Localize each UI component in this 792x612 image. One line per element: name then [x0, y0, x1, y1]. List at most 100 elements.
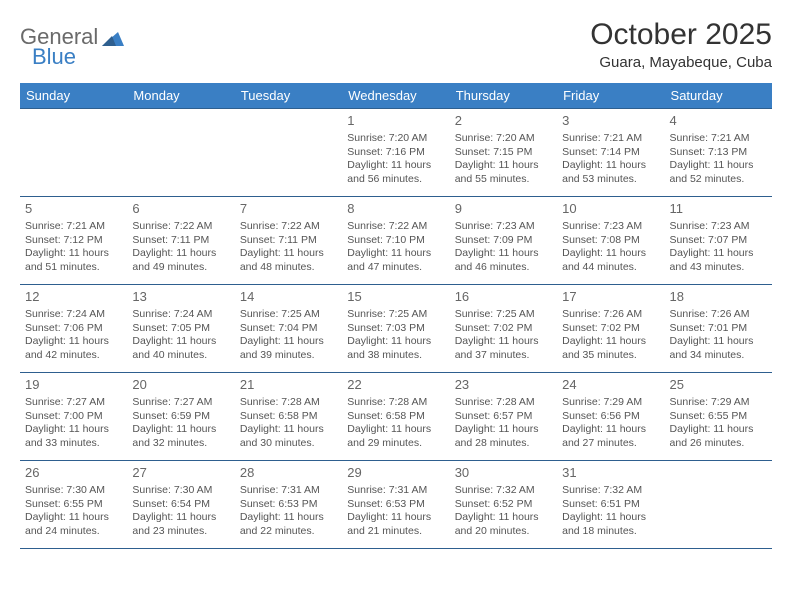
calendar-cell: 30Sunrise: 7:32 AMSunset: 6:52 PMDayligh…	[450, 461, 557, 549]
sunset-line: Sunset: 6:55 PM	[25, 498, 122, 512]
sunrise-line: Sunrise: 7:27 AM	[25, 396, 122, 410]
daylight-line-1: Daylight: 11 hours	[132, 511, 229, 525]
calendar-cell: 10Sunrise: 7:23 AMSunset: 7:08 PMDayligh…	[557, 197, 664, 285]
day-number: 29	[347, 465, 444, 482]
daylight-line-1: Daylight: 11 hours	[25, 511, 122, 525]
calendar-cell: 29Sunrise: 7:31 AMSunset: 6:53 PMDayligh…	[342, 461, 449, 549]
day-header: Monday	[127, 83, 234, 109]
daylight-line-2: and 49 minutes.	[132, 261, 229, 275]
sunset-line: Sunset: 6:52 PM	[455, 498, 552, 512]
title-block: October 2025 Guara, Mayabeque, Cuba	[590, 18, 772, 71]
daylight-line-1: Daylight: 11 hours	[25, 335, 122, 349]
day-number: 2	[455, 113, 552, 130]
daylight-line-1: Daylight: 11 hours	[25, 423, 122, 437]
daylight-line-1: Daylight: 11 hours	[347, 247, 444, 261]
daylight-line-1: Daylight: 11 hours	[347, 335, 444, 349]
day-number: 19	[25, 377, 122, 394]
calendar-cell: 8Sunrise: 7:22 AMSunset: 7:10 PMDaylight…	[342, 197, 449, 285]
sunset-line: Sunset: 7:01 PM	[670, 322, 767, 336]
sunrise-line: Sunrise: 7:28 AM	[347, 396, 444, 410]
day-number: 10	[562, 201, 659, 218]
daylight-line-1: Daylight: 11 hours	[132, 423, 229, 437]
calendar-cell: 18Sunrise: 7:26 AMSunset: 7:01 PMDayligh…	[665, 285, 772, 373]
calendar-cell	[665, 461, 772, 549]
sunrise-line: Sunrise: 7:30 AM	[25, 484, 122, 498]
calendar-cell: 19 Sunrise: 7:27 AMSunset: 7:00 PMDayligh…	[20, 373, 127, 461]
day-number: 13	[132, 289, 229, 306]
calendar-cell: 3Sunrise: 7:21 AMSunset: 7:14 PMDaylight…	[557, 109, 664, 197]
sunrise-line: Sunrise: 7:21 AM	[25, 220, 122, 234]
calendar-cell: 23Sunrise: 7:28 AMSunset: 6:57 PMDayligh…	[450, 373, 557, 461]
sunrise-line: Sunrise: 7:26 AM	[670, 308, 767, 322]
sunrise-line: Sunrise: 7:26 AM	[562, 308, 659, 322]
day-number: 22	[347, 377, 444, 394]
day-number: 6	[132, 201, 229, 218]
daylight-line-2: and 35 minutes.	[562, 349, 659, 363]
daylight-line-2: and 27 minutes.	[562, 437, 659, 451]
day-number: 20	[132, 377, 229, 394]
daylight-line-2: and 28 minutes.	[455, 437, 552, 451]
calendar-cell: 16Sunrise: 7:25 AMSunset: 7:02 PMDayligh…	[450, 285, 557, 373]
calendar-cell: 22Sunrise: 7:28 AMSunset: 6:58 PMDayligh…	[342, 373, 449, 461]
sunset-line: Sunset: 6:58 PM	[240, 410, 337, 424]
calendar-cell: 7Sunrise: 7:22 AMSunset: 7:11 PMDaylight…	[235, 197, 342, 285]
daylight-line-2: and 40 minutes.	[132, 349, 229, 363]
day-number: 26	[25, 465, 122, 482]
sunset-line: Sunset: 7:12 PM	[25, 234, 122, 248]
daylight-line-1: Daylight: 11 hours	[670, 247, 767, 261]
daylight-line-1: Daylight: 11 hours	[347, 423, 444, 437]
day-number: 14	[240, 289, 337, 306]
sunrise-line: Sunrise: 7:20 AM	[347, 132, 444, 146]
calendar-cell: 13Sunrise: 7:24 AMSunset: 7:05 PMDayligh…	[127, 285, 234, 373]
daylight-line-1: Daylight: 11 hours	[240, 247, 337, 261]
daylight-line-2: and 51 minutes.	[25, 261, 122, 275]
sunrise-line: Sunrise: 7:31 AM	[347, 484, 444, 498]
day-number: 31	[562, 465, 659, 482]
calendar-row: 26Sunrise: 7:30 AMSunset: 6:55 PMDayligh…	[20, 461, 772, 549]
day-number: 1	[347, 113, 444, 130]
daylight-line-1: Daylight: 11 hours	[562, 423, 659, 437]
sunrise-line: Sunrise: 7:25 AM	[240, 308, 337, 322]
sunrise-line: Sunrise: 7:21 AM	[670, 132, 767, 146]
sunset-line: Sunset: 7:11 PM	[132, 234, 229, 248]
sunset-line: Sunset: 7:09 PM	[455, 234, 552, 248]
calendar-cell: 25Sunrise: 7:29 AMSunset: 6:55 PMDayligh…	[665, 373, 772, 461]
day-number: 15	[347, 289, 444, 306]
day-number: 8	[347, 201, 444, 218]
header: General October 2025 Guara, Mayabeque, C…	[20, 18, 772, 71]
sunrise-line: Sunrise: 7:28 AM	[455, 396, 552, 410]
daylight-line-2: and 21 minutes.	[347, 525, 444, 539]
sunset-line: Sunset: 6:54 PM	[132, 498, 229, 512]
day-number: 11	[670, 201, 767, 218]
day-number: 17	[562, 289, 659, 306]
daylight-line-1: Daylight: 11 hours	[240, 423, 337, 437]
daylight-line-1: Daylight: 11 hours	[347, 511, 444, 525]
day-number: 21	[240, 377, 337, 394]
day-number: 5	[25, 201, 122, 218]
daylight-line-1: Daylight: 11 hours	[240, 335, 337, 349]
sunrise-line: Sunrise: 7:22 AM	[132, 220, 229, 234]
sunset-line: Sunset: 7:13 PM	[670, 146, 767, 160]
sunset-line: Sunset: 7:06 PM	[25, 322, 122, 336]
daylight-line-1: Daylight: 11 hours	[670, 423, 767, 437]
sunset-line: Sunset: 7:00 PM	[25, 410, 122, 424]
daylight-line-2: and 47 minutes.	[347, 261, 444, 275]
calendar-cell	[127, 109, 234, 197]
logo-text-blue: Blue	[32, 44, 76, 70]
calendar-cell	[235, 109, 342, 197]
day-header: Saturday	[665, 83, 772, 109]
day-header: Tuesday	[235, 83, 342, 109]
sunrise-line: Sunrise: 7:25 AM	[455, 308, 552, 322]
calendar-row: 12Sunrise: 7:24 AMSunset: 7:06 PMDayligh…	[20, 285, 772, 373]
daylight-line-1: Daylight: 11 hours	[562, 335, 659, 349]
calendar-cell: 5Sunrise: 7:21 AMSunset: 7:12 PMDaylight…	[20, 197, 127, 285]
sunset-line: Sunset: 6:55 PM	[670, 410, 767, 424]
calendar-row: 19Sunrise: 7:27 AMSunset: 7:00 PMDayligh…	[20, 373, 772, 461]
daylight-line-2: and 26 minutes.	[670, 437, 767, 451]
calendar-row: 5 Sunrise: 7:21 AMSunset: 7:12 PM Daylight…	[20, 197, 772, 285]
sunrise-line: Sunrise: 7:25 AM	[347, 308, 444, 322]
sunrise-line: Sunrise: 7:24 AM	[25, 308, 122, 322]
sunset-line: Sunset: 7:03 PM	[347, 322, 444, 336]
daylight-line-2: and 46 minutes.	[455, 261, 552, 275]
calendar-cell: 21Sunrise: 7:28 AMSunset: 6:58 PMDayligh…	[235, 373, 342, 461]
